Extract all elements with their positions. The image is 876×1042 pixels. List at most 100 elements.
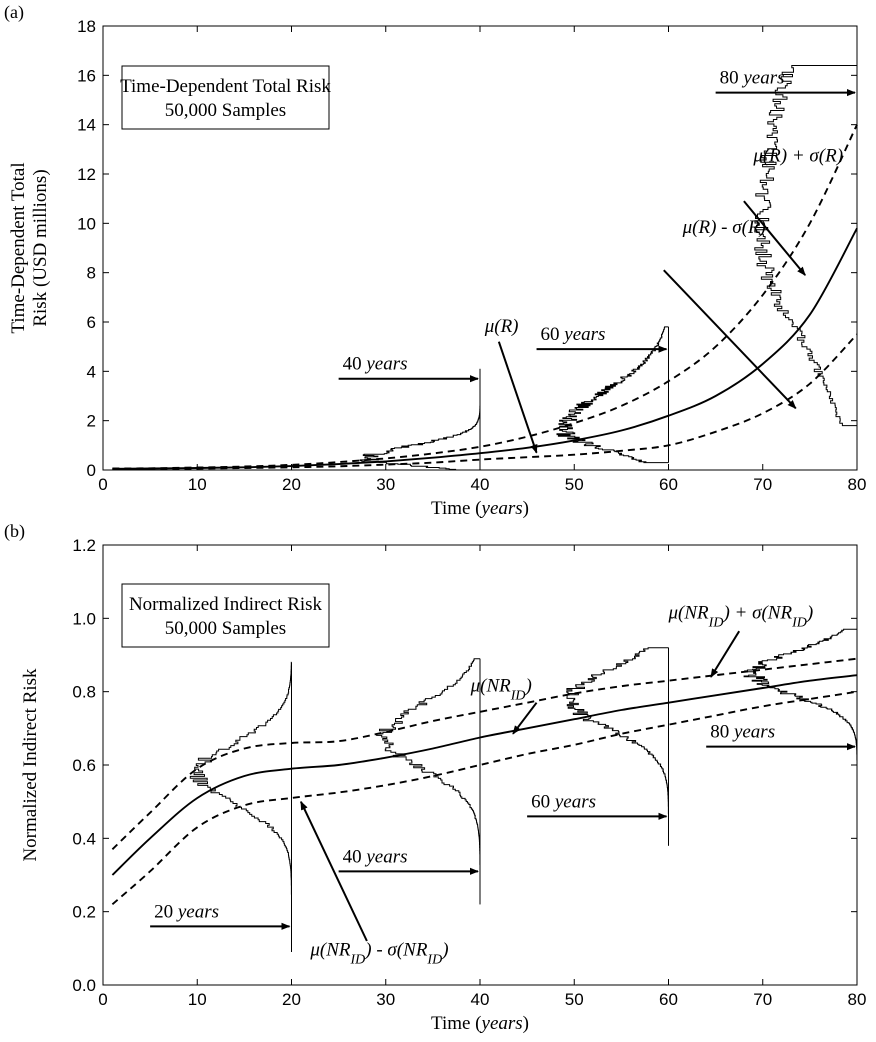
distribution-label-number: 60: [531, 791, 555, 812]
annotation-label: μ(NRID) + σ(NRID): [668, 602, 814, 630]
distribution-histogram-80y: [754, 65, 857, 427]
x-tick-label: 70: [753, 990, 772, 1009]
math-part: ): [806, 602, 813, 623]
x-tick-label: 60: [659, 990, 678, 1009]
y-tick-label: 2: [87, 412, 96, 431]
x-tick-label: 50: [565, 475, 584, 494]
x-axis-label-end: ): [523, 1013, 529, 1034]
y-tick-label: 0.6: [72, 756, 96, 775]
series-line-mean-minus-sd: [112, 333, 858, 470]
distribution-label-number: 80: [710, 722, 734, 743]
info-box-subtitle: 50,000 Samples: [165, 618, 286, 639]
distribution-label-unit: years: [732, 722, 775, 743]
distribution-label-40y: 40 years: [343, 354, 408, 375]
series-line-mean-plus-sd: [111, 657, 858, 850]
math-part: μ(: [470, 676, 489, 697]
distribution-label-unit: years: [562, 324, 605, 345]
annotation-label: μ(NRID): [470, 676, 532, 704]
x-axis-label-unit: years: [480, 498, 523, 519]
y-tick-label: 6: [87, 313, 96, 332]
x-tick-label: 20: [282, 990, 301, 1009]
x-tick-label: 40: [471, 475, 490, 494]
math-part: ) + σ(: [722, 602, 769, 623]
annotation-label: μ(R) - σ(R): [682, 217, 766, 238]
x-tick-label: 60: [659, 475, 678, 494]
info-box: [121, 65, 330, 130]
y-tick-label: 18: [77, 17, 96, 36]
distribution-label-unit: years: [553, 791, 596, 812]
y-tick-label: 0.4: [72, 829, 96, 848]
y-axis-label-line2: Risk (USD millions): [30, 169, 51, 326]
panel-label: (a): [4, 2, 24, 23]
series-line-mean-plus-sd: [112, 124, 858, 470]
x-axis-label-start: Time (: [431, 498, 482, 519]
x-tick-label: 80: [848, 475, 867, 494]
x-tick-label: 80: [848, 990, 867, 1009]
distribution-label-20y: 20 years: [154, 901, 219, 922]
x-tick-label: 30: [376, 990, 395, 1009]
y-axis-label: Normalized Indirect Risk: [20, 668, 41, 862]
math-part: μ(R) - σ(R): [682, 217, 766, 238]
y-tick-label: 1.0: [72, 609, 96, 628]
info-box-subtitle: 50,000 Samples: [165, 100, 286, 121]
x-axis-label-end: ): [523, 498, 529, 519]
x-axis-label-start: Time (: [431, 1013, 482, 1034]
annotation-arrow: [663, 269, 797, 410]
y-tick-label: 4: [87, 362, 96, 381]
math-part: ): [441, 940, 448, 961]
x-axis-label: Time (years): [431, 1013, 529, 1034]
subscript: ID: [426, 952, 442, 967]
x-axis-label: Time (years): [431, 498, 529, 519]
math-part: NR: [485, 676, 511, 697]
distribution-label-number: 60: [541, 324, 565, 345]
series-line-mean: [112, 227, 858, 470]
x-tick-label: 40: [471, 990, 490, 1009]
math-part: NR: [402, 940, 428, 961]
x-tick-label: 10: [188, 990, 207, 1009]
distribution-label-unit: years: [364, 354, 407, 375]
annotation-arrow: [512, 702, 538, 735]
distribution-label-40y: 40 years: [343, 846, 408, 867]
math-part: μ(R) + σ(R): [752, 146, 843, 167]
subscript: ID: [510, 688, 526, 703]
math-part: ) - σ(: [364, 940, 405, 961]
x-tick-label: 20: [282, 475, 301, 494]
x-axis-label-unit: years: [480, 1013, 523, 1034]
y-tick-label: 16: [77, 66, 96, 85]
annotation-arrow: [300, 800, 368, 942]
annotation-label: μ(NRID) - σ(NRID): [309, 940, 448, 968]
subscript: ID: [708, 615, 724, 630]
y-tick-label: 0.8: [72, 683, 96, 702]
distribution-histogram-60y: [556, 326, 669, 464]
y-tick-label: 12: [77, 165, 96, 184]
math-part: μ(: [668, 602, 687, 623]
series-line-mean: [111, 674, 858, 876]
y-tick-label: 8: [87, 264, 96, 283]
distribution-histogram-40y: [376, 658, 481, 905]
math-part: μ(R): [484, 316, 519, 337]
x-tick-label: 10: [188, 475, 207, 494]
subscript: ID: [791, 615, 807, 630]
info-box-title: Normalized Indirect Risk: [129, 594, 323, 615]
distribution-label-number: 80: [720, 68, 744, 89]
annotation-label: μ(R): [484, 316, 519, 337]
x-tick-label: 0: [98, 475, 107, 494]
distribution-label-80y: 80 years: [720, 68, 785, 89]
y-tick-label: 1.2: [72, 536, 96, 555]
y-axis-label-line1: Time-Dependent Total: [8, 162, 29, 333]
distribution-label-60y: 60 years: [531, 791, 596, 812]
panel-label: (b): [4, 521, 25, 542]
math-part: ): [525, 676, 532, 697]
chart-panel-b: (b) 0 10 20 30 40 50 60 70 80 0.0 0.2 0.4 0.6 0.8 1.0 1.…: [4, 521, 866, 1034]
x-tick-label: 30: [376, 475, 395, 494]
info-box-title: Time-Dependent Total Risk: [120, 76, 331, 97]
x-tick-label: 0: [98, 990, 107, 1009]
annotation-arrow: [710, 630, 741, 678]
chart-panel-a: (a) 0 10 20 30 40 50 60 70 80 0 2 4 6 8 10 12 14 16 18 Time …: [4, 2, 866, 519]
y-tick-label: 0.2: [72, 903, 96, 922]
info-box: [121, 583, 330, 648]
y-tick-label: 10: [77, 214, 96, 233]
distribution-label-60y: 60 years: [541, 324, 606, 345]
math-part: μ(: [309, 940, 328, 961]
y-tick-label: 0.0: [72, 976, 96, 995]
